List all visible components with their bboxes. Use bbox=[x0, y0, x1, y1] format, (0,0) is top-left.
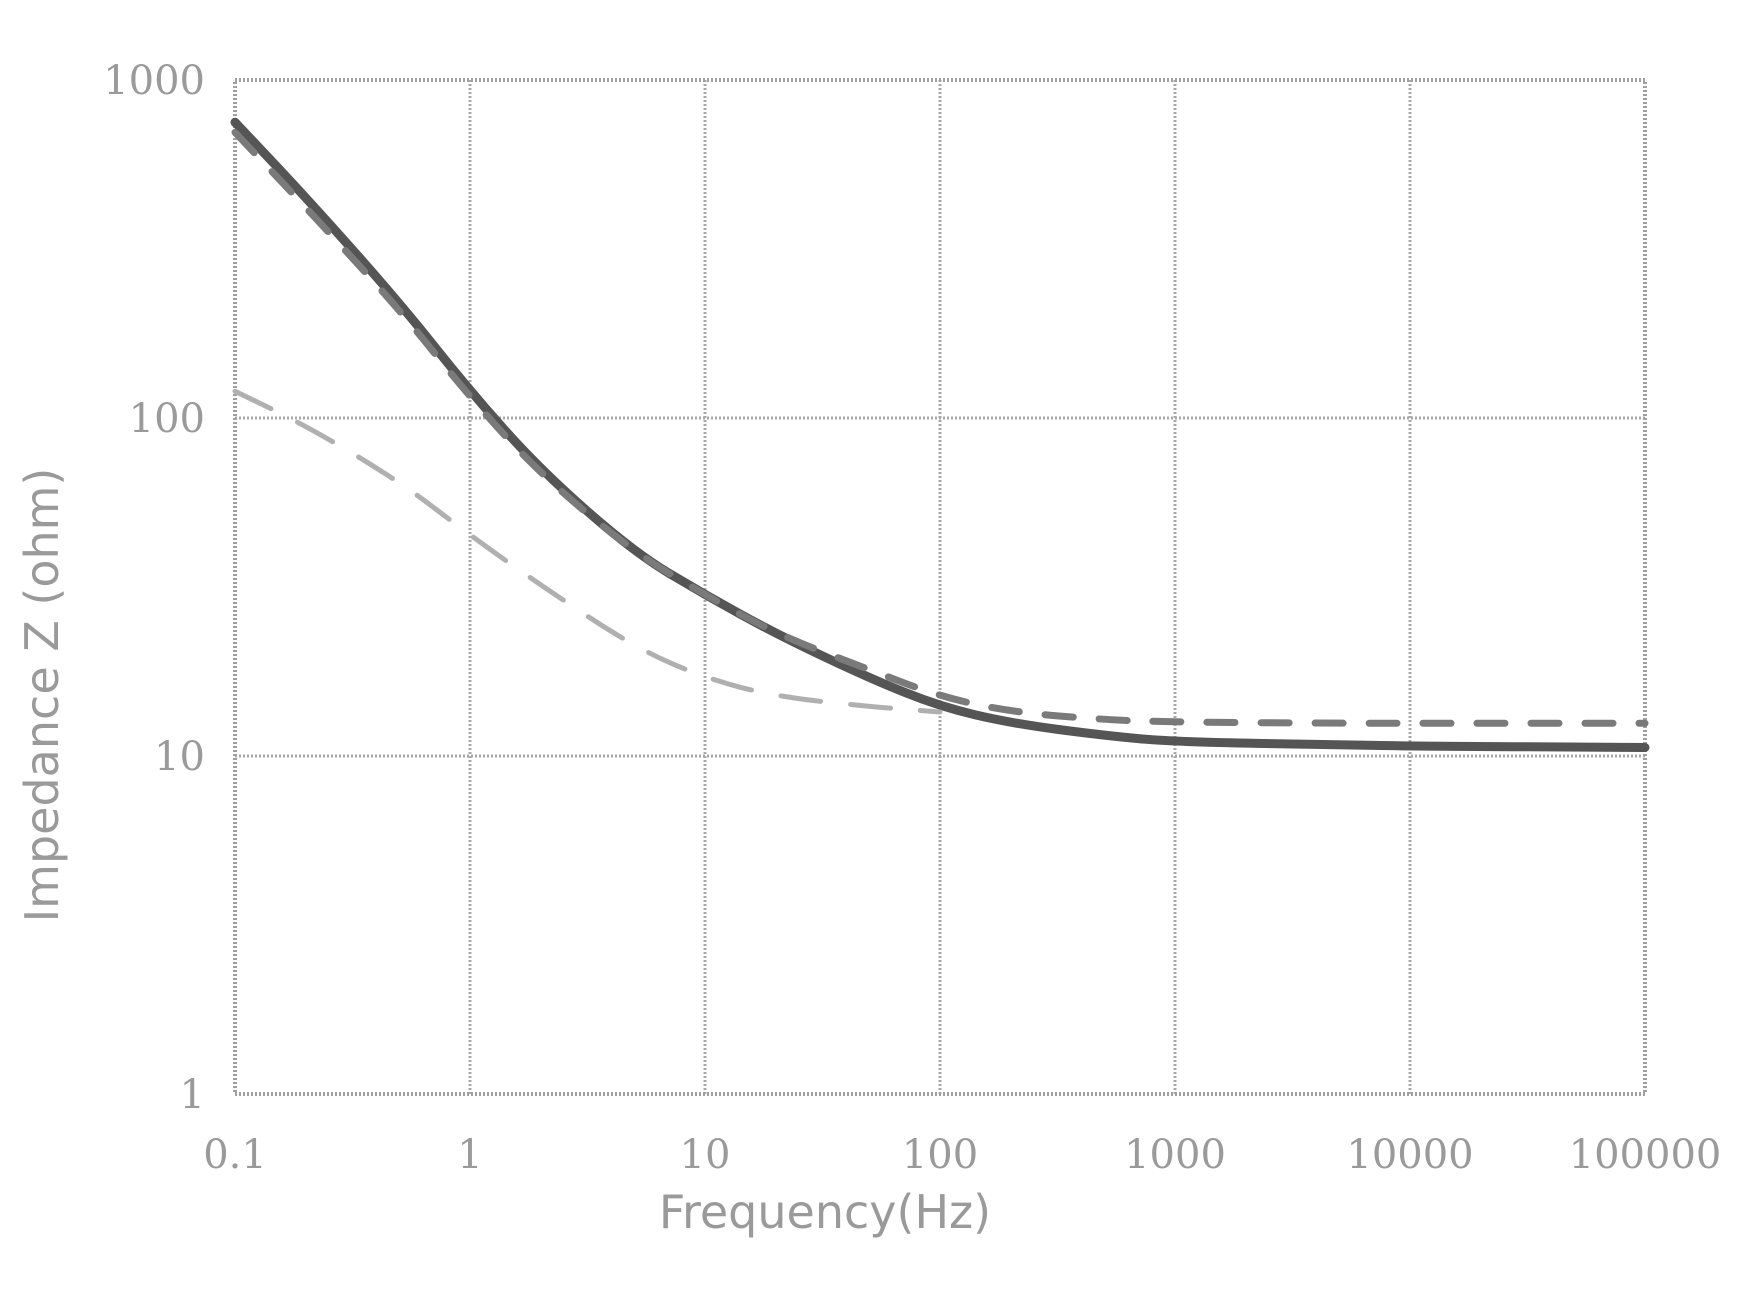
x-tick-labels: 0.1 1 10 100 1000 10000 100000 bbox=[203, 1132, 1721, 1178]
y-tick-label: 10 bbox=[154, 734, 205, 780]
x-tick-label: 10000 bbox=[1346, 1132, 1473, 1178]
series-line-1 bbox=[230, 117, 1650, 752]
x-tick-label: 100000 bbox=[1569, 1132, 1722, 1178]
x-tick-label: 1000 bbox=[1124, 1132, 1226, 1178]
y-tick-label: 1000 bbox=[103, 58, 205, 104]
y-tick-labels: 1000 100 10 1 bbox=[103, 58, 205, 1118]
x-tick-label: 100 bbox=[902, 1132, 978, 1178]
y-tick-label: 100 bbox=[129, 396, 205, 442]
series-layer bbox=[230, 117, 1650, 752]
chart-grid bbox=[235, 80, 1645, 1094]
series-line-3 bbox=[232, 388, 943, 715]
y-axis-label: Impedance Z (ohm) bbox=[15, 468, 69, 923]
x-tick-label: 0.1 bbox=[203, 1132, 267, 1178]
x-tick-label: 1 bbox=[457, 1132, 482, 1178]
x-axis-label: Frequency(Hz) bbox=[659, 1185, 991, 1239]
y-tick-label: 1 bbox=[180, 1072, 205, 1118]
series-line-2 bbox=[231, 128, 1649, 727]
plot-frame bbox=[233, 78, 1647, 1096]
x-tick-label: 10 bbox=[680, 1132, 731, 1178]
